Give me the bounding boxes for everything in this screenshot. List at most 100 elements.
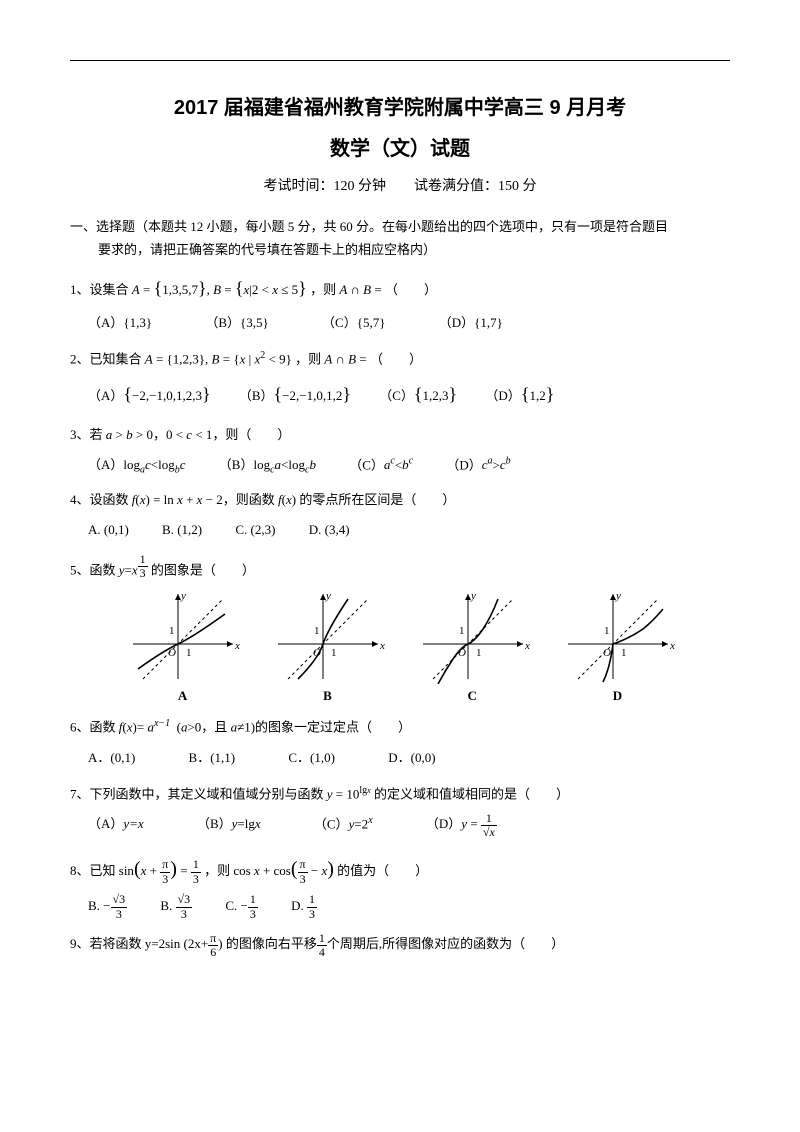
q1-options: （A）{1,3} （B）{3,5} （C）{5,7} （D）{1,7} <box>70 310 730 336</box>
q3-C: （C）ac<bc <box>349 452 413 478</box>
q3-stem: 3、若 a > b > 0，0 < c < 1，则（ ） <box>70 422 730 448</box>
q8-a: 8、已知 <box>70 863 119 878</box>
q4-B: B. (1,2) <box>162 517 202 543</box>
q5-b: 的图象是（ ） <box>148 562 255 577</box>
q2-stem: 2、已知集合 A = {1,2,3}, B = {x | x2 < 9} ，则 … <box>70 346 730 372</box>
q4-C: C. (2,3) <box>235 517 275 543</box>
q2-B-pre: （B） <box>239 388 274 403</box>
q2-b: ，则 <box>295 351 324 366</box>
q8-stem: 8、已知 sin(x + π3) = 13 ，则 cos x + cos(π3 … <box>70 849 730 889</box>
q7-B: （B）y=lgx <box>197 811 261 837</box>
title-line2: 数学（文）试题 <box>70 132 730 161</box>
q8-options: B. −√33 B. √33 C. −13 D. 13 <box>70 893 730 921</box>
lbl-d: D <box>613 688 622 704</box>
q5-graphs: x y O 1 1 x y O 1 1 x <box>110 589 690 684</box>
q2-options: （A）{−2,−1,0,1,2,3} （B）{−2,−1,0,1,2} （C）{… <box>70 376 730 412</box>
q9-b: ) 的图像向右平移 <box>218 936 317 951</box>
svg-text:1: 1 <box>186 647 192 659</box>
q1-C: （C）{5,7} <box>322 310 385 336</box>
q8-D: D. 13 <box>291 893 317 921</box>
svg-text:y: y <box>325 590 331 602</box>
q4-D: D. (3,4) <box>309 517 350 543</box>
svg-text:1: 1 <box>604 625 610 637</box>
exam-info: 考试时间：120 分钟 试卷满分值：150 分 <box>70 175 730 195</box>
q6-D: D．(0,0) <box>388 745 435 771</box>
svg-text:x: x <box>234 640 240 652</box>
q5-graph-labels: A B C D <box>110 688 690 704</box>
q2-A-pre: （A） <box>88 388 123 403</box>
svg-text:1: 1 <box>331 647 337 659</box>
svg-text:1: 1 <box>621 647 627 659</box>
svg-text:y: y <box>615 590 621 602</box>
title-line1: 2017 届福建省福州教育学院附属中学高三 9 月月考 <box>70 91 730 120</box>
q6-B: B．(1,1) <box>189 745 236 771</box>
svg-text:1: 1 <box>459 625 465 637</box>
q1-B: （B）{3,5} <box>205 310 268 336</box>
svg-text:x: x <box>379 640 385 652</box>
q5-stem: 5、函数 y=x13 的图象是（ ） <box>70 553 730 583</box>
exam-page: 2017 届福建省福州教育学院附属中学高三 9 月月考 数学（文）试题 考试时间… <box>0 0 800 1003</box>
q2-c: = （ ） <box>359 351 422 366</box>
svg-text:1: 1 <box>476 647 482 659</box>
q4-A: A. (0,1) <box>88 517 129 543</box>
q1-b: ，则 <box>310 282 339 297</box>
section-1-line2: 要求的，请把正确答案的代号填在答题卡上的相应空格内） <box>70 242 436 257</box>
lbl-b: B <box>323 688 332 704</box>
q3-A: （A）logac<logbc <box>88 452 186 481</box>
svg-text:y: y <box>470 590 476 602</box>
graph-b: x y O 1 1 <box>268 589 388 684</box>
q8-b: ，则 <box>204 863 233 878</box>
exam-score: 试卷满分值：150 分 <box>414 179 537 194</box>
graph-a: x y O 1 1 <box>123 589 243 684</box>
q1-c: = （ ） <box>374 282 437 297</box>
q4-options: A. (0,1) B. (1,2) C. (2,3) D. (3,4) <box>70 517 730 543</box>
top-rule <box>70 60 730 61</box>
q5-a: 5、函数 <box>70 562 119 577</box>
q7-D: （D）y = 1√x <box>426 811 497 839</box>
q3-B: （B）logca<logcb <box>219 452 316 481</box>
q9-c: 个周期后,所得图像对应的函数为（ ） <box>327 936 564 951</box>
q9-a: 9、若将函数 y=2sin (2x+ <box>70 936 208 951</box>
q6-stem: 6、函数 f(x)= ax−1 (a>0，且 a≠1)的图象一定过定点（ ） <box>70 714 730 740</box>
q8-C: C. −13 <box>225 893 258 921</box>
q6-options: A．(0,1) B．(1,1) C．(1,0) D．(0,0) <box>70 745 730 771</box>
section-1-line1: 一、选择题（本题共 12 小题，每小题 5 分，共 60 分。在每小题给出的四个… <box>70 219 668 234</box>
graph-d: x y O 1 1 <box>558 589 678 684</box>
lbl-c: C <box>468 688 477 704</box>
q9-stem: 9、若将函数 y=2sin (2x+π6) 的图像向右平移14个周期后,所得图像… <box>70 931 730 959</box>
q2-D-pre: （D） <box>485 388 520 403</box>
q2-C: （C）{1,2,3} <box>379 376 457 412</box>
exam-time: 考试时间：120 分钟 <box>264 179 387 194</box>
svg-text:1: 1 <box>169 625 175 637</box>
svg-text:x: x <box>524 640 530 652</box>
q7-D-pre: （D） <box>426 816 461 831</box>
q7-b: 的定义域和值域相同的是（ ） <box>371 786 569 801</box>
q2-A: （A）{−2,−1,0,1,2,3} <box>88 376 211 412</box>
svg-text:1: 1 <box>314 625 320 637</box>
q1-D: （D）{1,7} <box>439 310 503 336</box>
q2-C-pre: （C） <box>379 388 414 403</box>
graph-c: x y O 1 1 <box>413 589 533 684</box>
q3-options: （A）logac<logbc （B）logca<logcb （C）ac<bc （… <box>70 452 730 481</box>
q1-setA: A <box>132 282 140 297</box>
q1-A: （A）{1,3} <box>88 310 152 336</box>
q8-c: 的值为（ ） <box>337 863 428 878</box>
section-1-header: 一、选择题（本题共 12 小题，每小题 5 分，共 60 分。在每小题给出的四个… <box>70 215 730 262</box>
q2-D: （D）{1,2} <box>485 376 554 412</box>
q2-a: 2、已知集合 <box>70 351 145 366</box>
svg-text:x: x <box>669 640 675 652</box>
svg-text:y: y <box>180 590 186 602</box>
q8-B: B. √33 <box>160 893 192 921</box>
q7-stem: 7、下列函数中，其定义域和值域分别与函数 y = 10lgx 的定义域和值域相同… <box>70 781 730 807</box>
q3-D: （D）ca>cb <box>446 452 510 478</box>
q1-a: 1、设集合 <box>70 282 132 297</box>
q1-stem: 1、设集合 A = {1,3,5,7}, B = {x|2 < x ≤ 5} ，… <box>70 270 730 306</box>
q4-stem: 4、设函数 f(x) = ln x + x − 2，则函数 f(x) 的零点所在… <box>70 487 730 513</box>
q7-options: （A）y=x （B）y=lgx （C）y=2x （D）y = 1√x <box>70 811 730 839</box>
lbl-a: A <box>178 688 187 704</box>
q7-A: （A）y=x <box>88 811 144 837</box>
q6-C: C．(1,0) <box>288 745 335 771</box>
q2-B: （B）{−2,−1,0,1,2} <box>239 376 351 412</box>
q7-C: （C）y=2x <box>314 811 373 837</box>
q7-a: 7、下列函数中，其定义域和值域分别与函数 <box>70 786 327 801</box>
